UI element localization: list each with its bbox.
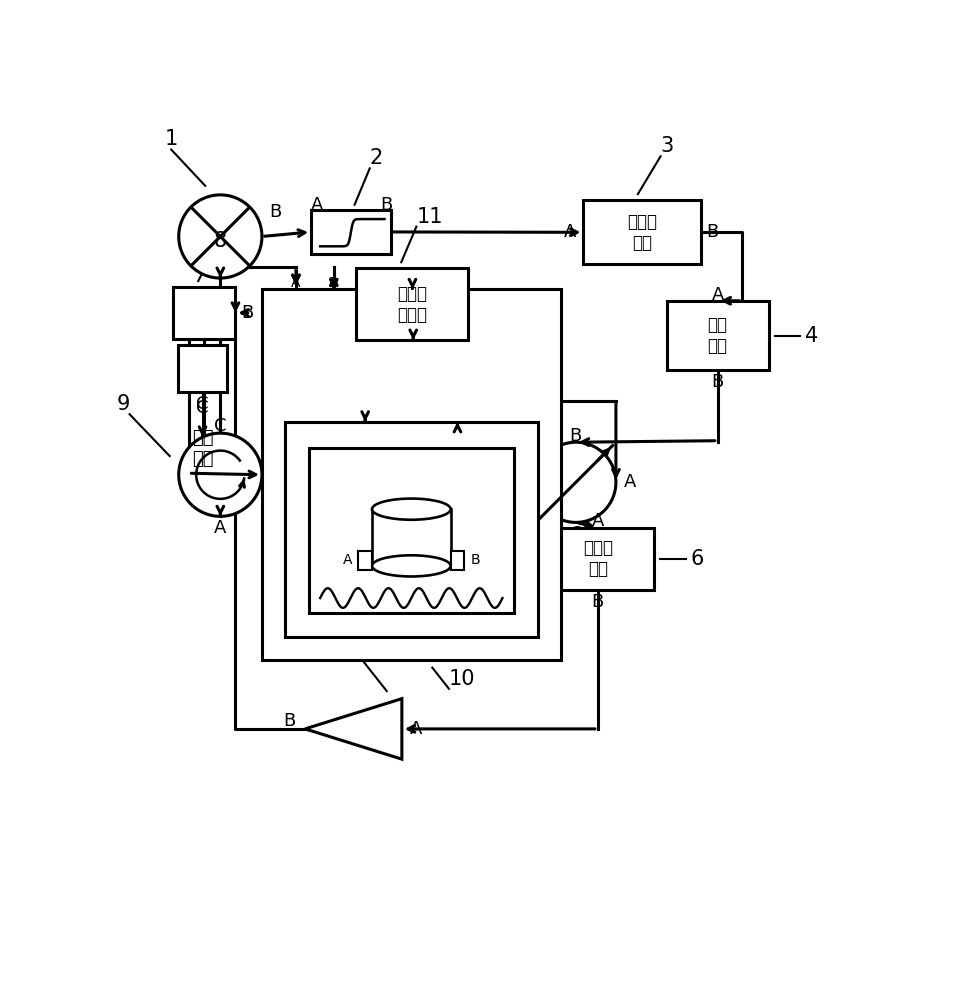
Text: 功率探
测器: 功率探 测器 bbox=[627, 213, 657, 252]
Text: B: B bbox=[269, 203, 282, 221]
Bar bbox=[584, 200, 701, 264]
Text: A: A bbox=[311, 196, 323, 214]
Text: 6: 6 bbox=[690, 549, 704, 569]
Bar bbox=[285, 422, 538, 637]
Text: C: C bbox=[570, 525, 582, 543]
Text: 7: 7 bbox=[357, 642, 371, 662]
Polygon shape bbox=[305, 699, 402, 759]
Circle shape bbox=[179, 195, 262, 278]
Text: A: A bbox=[291, 276, 301, 290]
Text: B: B bbox=[269, 466, 282, 484]
Bar bbox=[174, 287, 235, 339]
Text: B: B bbox=[329, 276, 339, 290]
Text: A: A bbox=[214, 289, 226, 307]
Bar bbox=[542, 528, 654, 590]
Text: 信号
输出: 信号 输出 bbox=[192, 429, 214, 468]
Circle shape bbox=[179, 433, 262, 516]
Ellipse shape bbox=[372, 499, 451, 520]
Text: C: C bbox=[214, 417, 226, 435]
Bar bbox=[358, 551, 372, 570]
Text: C: C bbox=[408, 276, 418, 290]
Text: A: A bbox=[591, 512, 604, 530]
Text: 1: 1 bbox=[165, 129, 178, 149]
Text: A: A bbox=[563, 223, 576, 241]
Text: 5: 5 bbox=[466, 401, 479, 421]
Text: C: C bbox=[196, 399, 209, 417]
Text: 8: 8 bbox=[214, 231, 226, 251]
Text: B: B bbox=[241, 304, 254, 322]
Text: 9: 9 bbox=[116, 394, 130, 414]
Text: B: B bbox=[570, 427, 582, 445]
Text: B: B bbox=[470, 553, 480, 567]
Bar bbox=[451, 551, 465, 570]
Text: B: B bbox=[284, 712, 296, 730]
Text: A: A bbox=[343, 553, 352, 567]
Bar bbox=[262, 289, 560, 660]
Text: B: B bbox=[707, 223, 719, 241]
Text: 3: 3 bbox=[661, 136, 673, 156]
Text: 11: 11 bbox=[417, 207, 443, 227]
Text: A: A bbox=[214, 519, 226, 537]
Text: B: B bbox=[591, 593, 604, 611]
Text: B: B bbox=[712, 373, 724, 391]
Text: 积分
电路: 积分 电路 bbox=[708, 316, 728, 355]
Bar bbox=[178, 345, 227, 392]
Bar bbox=[308, 448, 513, 613]
Circle shape bbox=[536, 442, 616, 522]
Text: 手动移
相器: 手动移 相器 bbox=[583, 539, 613, 578]
Text: 4: 4 bbox=[805, 326, 818, 346]
Bar bbox=[311, 210, 390, 254]
Text: 温度控
制电路: 温度控 制电路 bbox=[397, 285, 427, 324]
Ellipse shape bbox=[372, 555, 451, 576]
Text: A: A bbox=[624, 473, 636, 491]
Text: C: C bbox=[196, 395, 209, 413]
Text: 10: 10 bbox=[449, 669, 475, 689]
Bar bbox=[356, 268, 468, 340]
Bar bbox=[667, 301, 769, 370]
Text: A: A bbox=[410, 720, 422, 738]
Text: B: B bbox=[381, 196, 393, 214]
Text: A: A bbox=[712, 286, 724, 304]
Text: 2: 2 bbox=[370, 148, 383, 168]
